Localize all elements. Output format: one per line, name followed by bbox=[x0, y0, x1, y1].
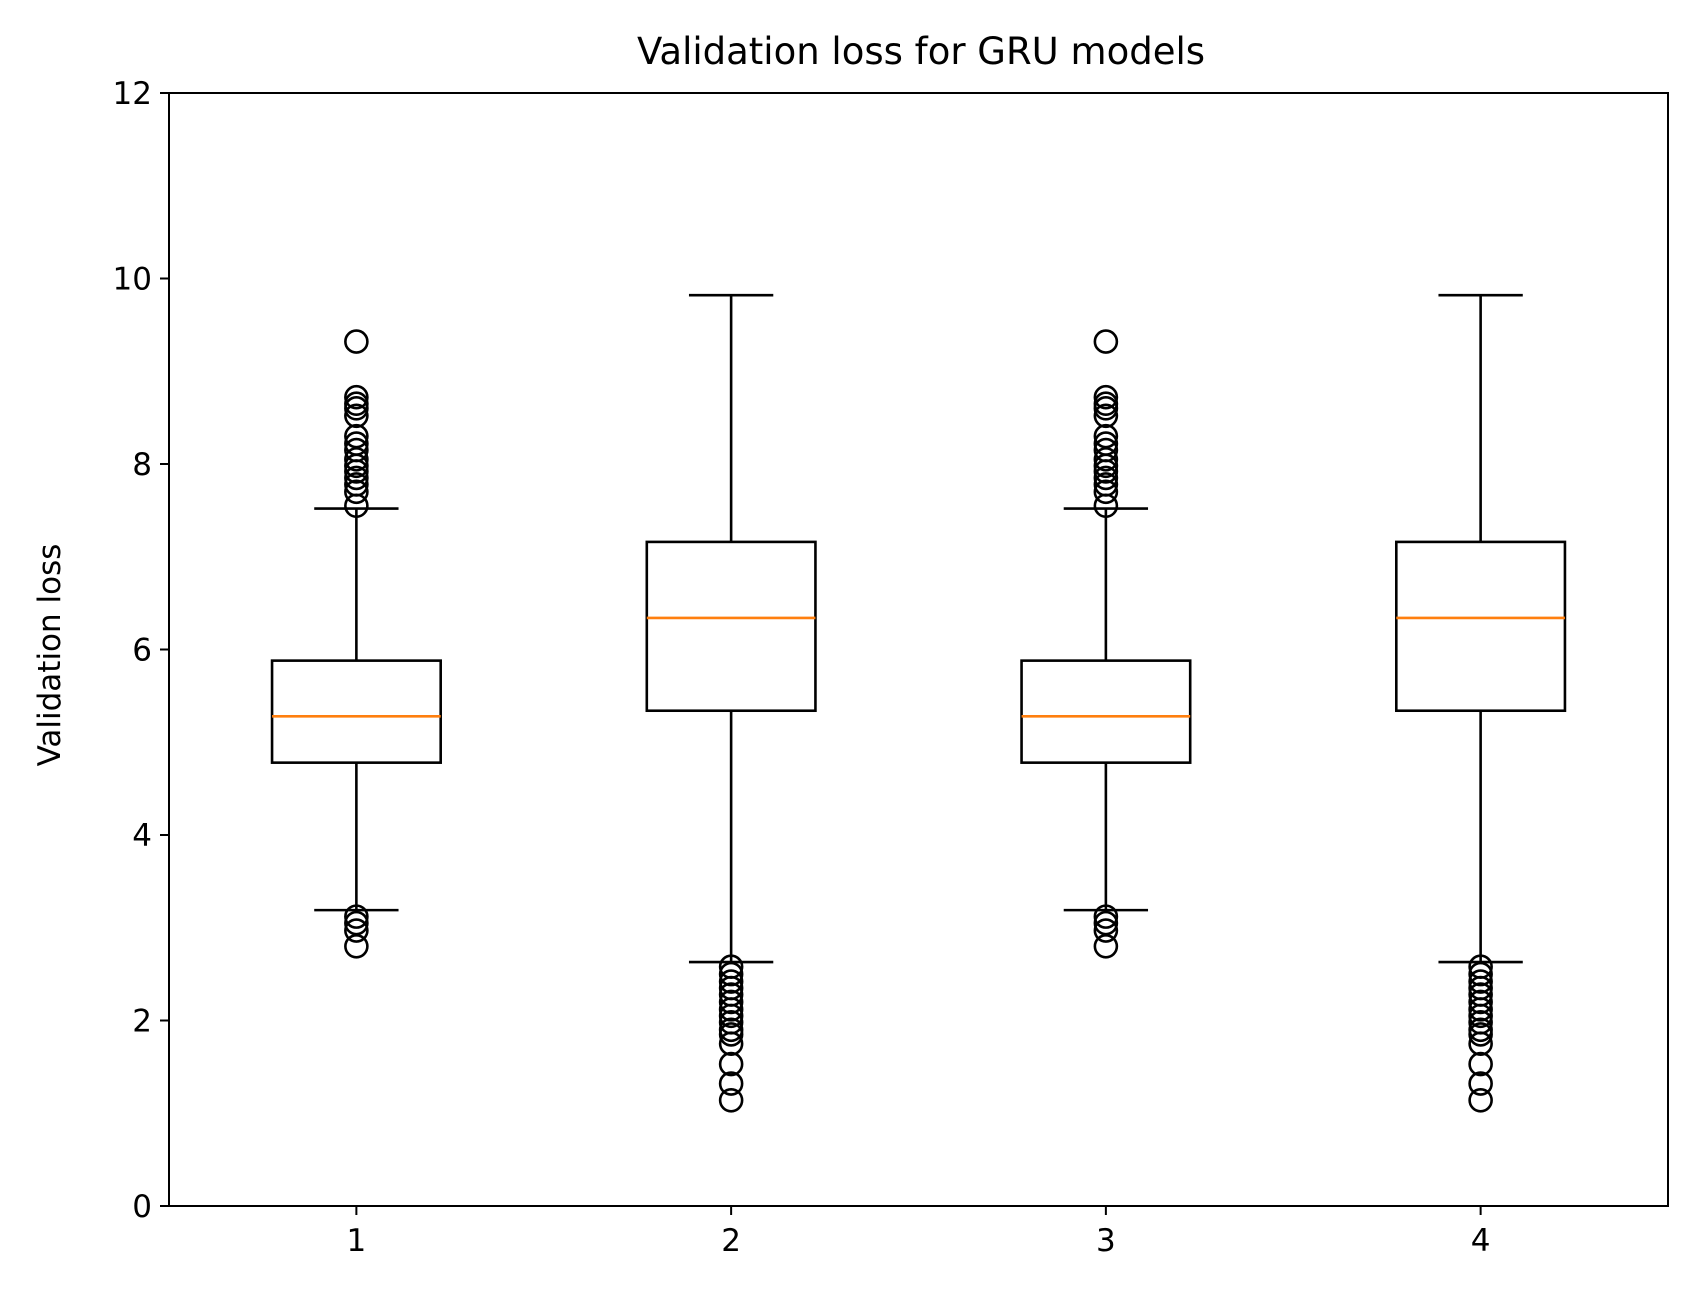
outlier-point bbox=[718, 1071, 744, 1096]
outlier-point bbox=[344, 918, 369, 943]
iqr-box bbox=[1395, 540, 1567, 713]
outlier-point bbox=[1468, 961, 1493, 987]
outlier-point bbox=[718, 997, 744, 1022]
iqr-box bbox=[270, 659, 442, 764]
plot-frame bbox=[168, 92, 1669, 1207]
outlier-point bbox=[718, 969, 744, 994]
y-tick-label: 6 bbox=[132, 633, 152, 669]
outlier-point bbox=[718, 1031, 744, 1056]
outlier-point bbox=[344, 396, 369, 421]
outlier-point bbox=[1093, 465, 1119, 491]
y-tick-label: 10 bbox=[113, 262, 152, 298]
outlier-point bbox=[344, 459, 369, 484]
y-tick-label: 4 bbox=[132, 818, 152, 854]
outlier-point bbox=[344, 384, 369, 410]
y-axis-label: Validation loss bbox=[32, 544, 68, 767]
y-tick-label: 8 bbox=[132, 447, 152, 483]
chart-title: Validation loss for GRU models bbox=[637, 30, 1205, 73]
outlier-point bbox=[344, 453, 369, 479]
outlier-point bbox=[344, 447, 369, 472]
outlier-point bbox=[718, 1051, 744, 1077]
outlier-point bbox=[1093, 447, 1119, 472]
outlier-point bbox=[1093, 453, 1119, 479]
x-tick-label: 4 bbox=[1471, 1223, 1491, 1259]
outlier-point bbox=[1093, 918, 1119, 943]
outlier-point bbox=[718, 1003, 744, 1029]
outlier-point bbox=[344, 493, 369, 519]
outlier-point bbox=[1468, 1031, 1493, 1056]
outlier-point bbox=[1093, 459, 1119, 484]
outlier-point bbox=[1468, 1003, 1493, 1029]
outlier-point bbox=[718, 961, 744, 987]
x-tick-label: 1 bbox=[347, 1223, 367, 1259]
outlier-point bbox=[1093, 329, 1119, 354]
outlier-point bbox=[344, 933, 369, 959]
outlier-point bbox=[344, 904, 369, 929]
outlier-point bbox=[1093, 403, 1119, 429]
outlier-point bbox=[1093, 933, 1119, 959]
outlier-point bbox=[1093, 479, 1119, 505]
y-tick-label: 12 bbox=[113, 76, 152, 112]
outlier-point bbox=[344, 479, 369, 505]
outlier-point bbox=[1468, 997, 1493, 1022]
outlier-point bbox=[344, 329, 369, 354]
x-tick-label: 2 bbox=[721, 1223, 741, 1259]
outlier-point bbox=[1468, 1022, 1493, 1047]
outlier-point bbox=[718, 1087, 744, 1113]
outlier-point bbox=[1468, 989, 1493, 1015]
x-tick-label: 3 bbox=[1096, 1223, 1116, 1259]
outlier-point bbox=[1468, 1087, 1493, 1113]
outlier-point bbox=[718, 1022, 744, 1047]
y-tick-label: 0 bbox=[132, 1189, 152, 1225]
outlier-point bbox=[718, 989, 744, 1015]
outlier-point bbox=[1093, 396, 1119, 421]
outlier-point bbox=[344, 403, 369, 429]
outlier-point bbox=[1093, 904, 1119, 929]
outlier-point bbox=[1093, 384, 1119, 410]
iqr-box bbox=[1020, 659, 1192, 764]
outlier-point bbox=[1468, 1051, 1493, 1077]
iqr-box bbox=[645, 540, 817, 713]
outlier-point bbox=[1093, 493, 1119, 519]
y-tick-label: 2 bbox=[132, 1004, 152, 1040]
outlier-point bbox=[1468, 1071, 1493, 1096]
outlier-point bbox=[1468, 969, 1493, 994]
outlier-point bbox=[344, 465, 369, 491]
